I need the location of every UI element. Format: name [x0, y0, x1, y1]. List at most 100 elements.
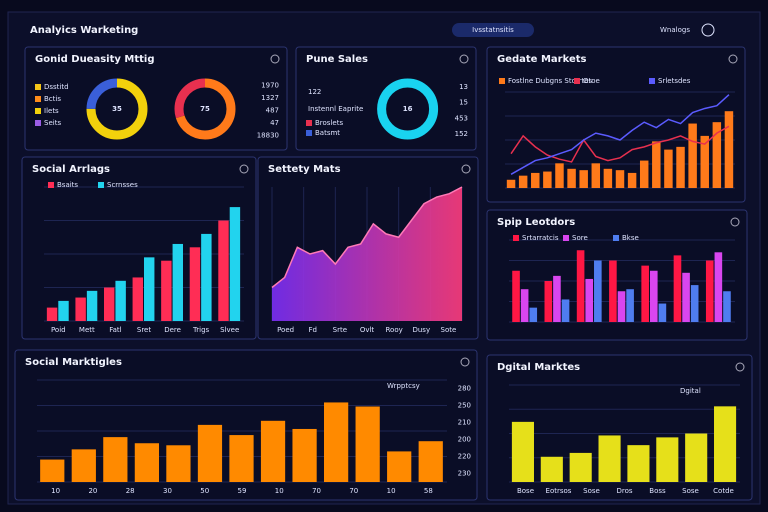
- panel-menu[interactable]: [461, 164, 471, 174]
- side-value: 18830: [257, 132, 279, 140]
- legend-swatch: [306, 130, 312, 136]
- legend-swatch: [563, 235, 569, 241]
- bar: [544, 281, 553, 322]
- bar: [598, 435, 621, 482]
- x-tick-label: Dros: [616, 487, 632, 495]
- settings-icon[interactable]: [701, 23, 715, 37]
- bar: [197, 424, 223, 482]
- bar: [229, 435, 254, 482]
- bar: [511, 421, 534, 482]
- bar: [664, 149, 673, 188]
- bar: [115, 280, 126, 321]
- x-tick-label: 10: [387, 487, 396, 495]
- donut-segment: [174, 78, 236, 140]
- legend-label: Bkse: [622, 234, 639, 242]
- x-tick-label: Sose: [583, 487, 600, 495]
- side-value: 210: [458, 419, 471, 427]
- legend-swatch: [499, 78, 505, 84]
- x-tick-label: Rooy: [386, 326, 403, 334]
- bar: [518, 175, 528, 188]
- panel-title: Spip Leotdors: [497, 217, 575, 228]
- x-tick-label: 58: [424, 487, 433, 495]
- area-line: [271, 186, 463, 289]
- panel-title: Settety Mats: [268, 164, 341, 175]
- x-tick-label: Cotde: [713, 487, 734, 495]
- donut-segment: [86, 78, 148, 140]
- panel-menu[interactable]: [728, 54, 738, 64]
- legend-label: Wrpptcsy: [387, 382, 420, 390]
- x-tick-label: Fd: [308, 326, 316, 334]
- bar: [86, 290, 98, 321]
- bar: [594, 260, 602, 322]
- bar: [134, 443, 159, 482]
- donut-segment: [377, 78, 439, 140]
- x-tick-label: Bose: [517, 487, 534, 495]
- bar: [218, 220, 229, 321]
- bar: [506, 179, 516, 188]
- bar: [690, 285, 699, 322]
- x-tick-label: 59: [238, 487, 247, 495]
- bar: [189, 247, 201, 321]
- panel-menu[interactable]: [460, 357, 470, 367]
- panel-menu[interactable]: [239, 164, 249, 174]
- x-tick-label: Sret: [137, 326, 151, 334]
- bar: [658, 303, 667, 322]
- legend-label: Srtarratcis: [522, 234, 559, 242]
- x-tick-label: Mett: [79, 326, 95, 334]
- x-tick-label: Sose: [682, 487, 699, 495]
- bar: [512, 270, 520, 322]
- subtitle: Instennl Eaprite: [308, 105, 363, 113]
- area: [272, 187, 462, 321]
- panel-menu[interactable]: [735, 362, 745, 372]
- x-tick-label: 28: [126, 487, 135, 495]
- panel-menu[interactable]: [270, 54, 280, 64]
- panel-title: Social Marktigles: [25, 357, 122, 368]
- donut-center: 35: [112, 105, 122, 113]
- legend-swatch: [35, 84, 41, 90]
- legend-label: Bctis: [44, 95, 61, 103]
- bar: [531, 172, 540, 188]
- side-value: 220: [458, 453, 471, 461]
- badge-text: Ivsstatnsitis: [472, 26, 514, 34]
- side-value: 250: [458, 402, 471, 410]
- bar: [540, 456, 563, 482]
- panel-menu[interactable]: [459, 54, 469, 64]
- donut-center: 75: [200, 105, 210, 113]
- side-value: 1327: [261, 94, 279, 102]
- x-tick-label: Trigs: [192, 326, 210, 334]
- bar: [172, 243, 183, 321]
- legend-label: Srletsdes: [658, 77, 691, 85]
- bar: [58, 300, 69, 321]
- bar: [714, 252, 723, 322]
- line: [510, 125, 730, 163]
- headline: 122: [308, 88, 321, 96]
- panel-menu[interactable]: [730, 217, 740, 227]
- legend-swatch: [35, 120, 41, 126]
- legend-swatch: [574, 78, 580, 84]
- bar: [561, 299, 570, 322]
- x-tick-label: Poed: [277, 326, 294, 334]
- bar: [75, 297, 86, 321]
- badge[interactable]: [452, 23, 534, 37]
- bar: [555, 163, 564, 188]
- legend-swatch: [649, 78, 655, 84]
- bar: [641, 265, 649, 322]
- bar: [603, 168, 613, 188]
- bar: [579, 170, 588, 188]
- panel-title: Gonid Dueasity Mttig: [35, 54, 154, 65]
- bar: [685, 433, 708, 482]
- line: [510, 94, 730, 175]
- bar: [609, 260, 617, 322]
- legend-label: Batsmt: [315, 129, 340, 137]
- bar: [260, 420, 286, 482]
- legend-swatch: [306, 120, 312, 126]
- panel-title: Dgital Marktes: [497, 362, 580, 373]
- bar: [418, 441, 443, 482]
- x-tick-label: 20: [88, 487, 97, 495]
- bar: [688, 123, 697, 188]
- x-tick-label: 10: [51, 487, 60, 495]
- bar: [676, 146, 685, 188]
- bar: [567, 168, 576, 188]
- side-value: 13: [459, 83, 468, 91]
